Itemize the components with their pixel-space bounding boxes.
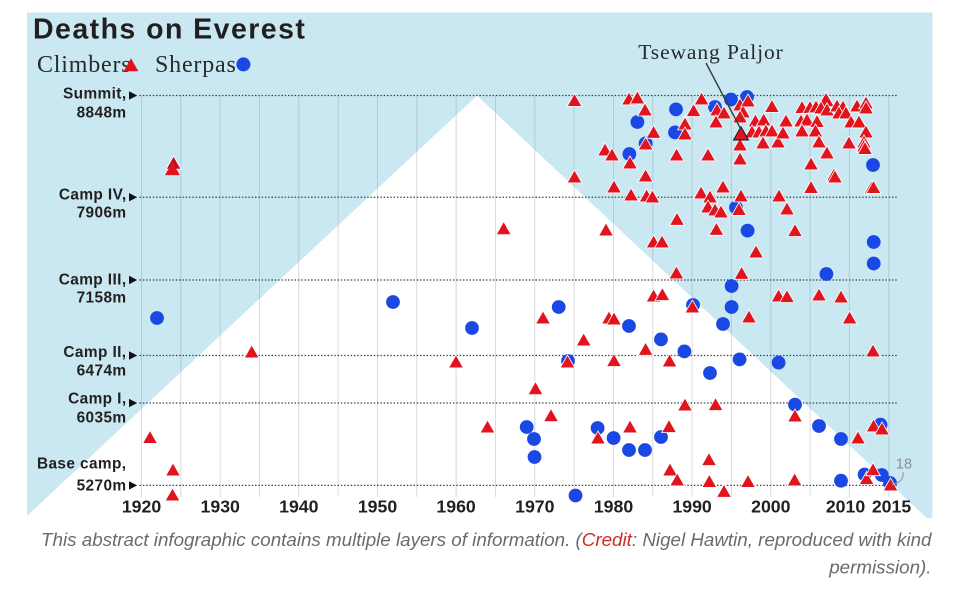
svg-text:Summit,: Summit,	[63, 85, 127, 102]
svg-text:1930: 1930	[201, 497, 241, 517]
svg-text:18: 18	[896, 457, 912, 473]
svg-text:Camp III,: Camp III,	[59, 271, 127, 288]
svg-text:permission).: permission).	[828, 557, 931, 578]
svg-text:1990: 1990	[672, 497, 712, 517]
svg-text:2010: 2010	[826, 497, 866, 517]
svg-text:Camp II,: Camp II,	[63, 344, 126, 361]
svg-text:5270m: 5270m	[77, 478, 127, 495]
svg-text:Climbers: Climbers	[37, 52, 131, 78]
svg-text:2000: 2000	[751, 497, 791, 517]
svg-text:Sherpas: Sherpas	[155, 52, 237, 78]
svg-text:Tsewang Paljor: Tsewang Paljor	[638, 40, 783, 64]
svg-text:1970: 1970	[515, 497, 555, 517]
svg-text:Deaths on Everest: Deaths on Everest	[33, 14, 306, 46]
svg-text:1960: 1960	[436, 497, 476, 517]
svg-text:6474m: 6474m	[77, 362, 127, 379]
svg-text:2015: 2015	[872, 497, 912, 517]
svg-text:1940: 1940	[279, 497, 319, 517]
svg-text:This abstract infographic cont: This abstract infographic contains multi…	[41, 529, 932, 550]
svg-text:Camp I,: Camp I,	[68, 391, 126, 408]
svg-text:7158m: 7158m	[77, 290, 127, 307]
svg-text:1920: 1920	[122, 497, 162, 517]
svg-text:Base camp,: Base camp,	[37, 455, 127, 472]
svg-text:7906m: 7906m	[77, 204, 127, 221]
svg-text:1980: 1980	[594, 497, 634, 517]
svg-text:Camp IV,: Camp IV,	[59, 186, 127, 203]
svg-text:8848m: 8848m	[77, 104, 127, 121]
svg-text:6035m: 6035m	[77, 410, 127, 427]
svg-text:1950: 1950	[358, 497, 398, 517]
